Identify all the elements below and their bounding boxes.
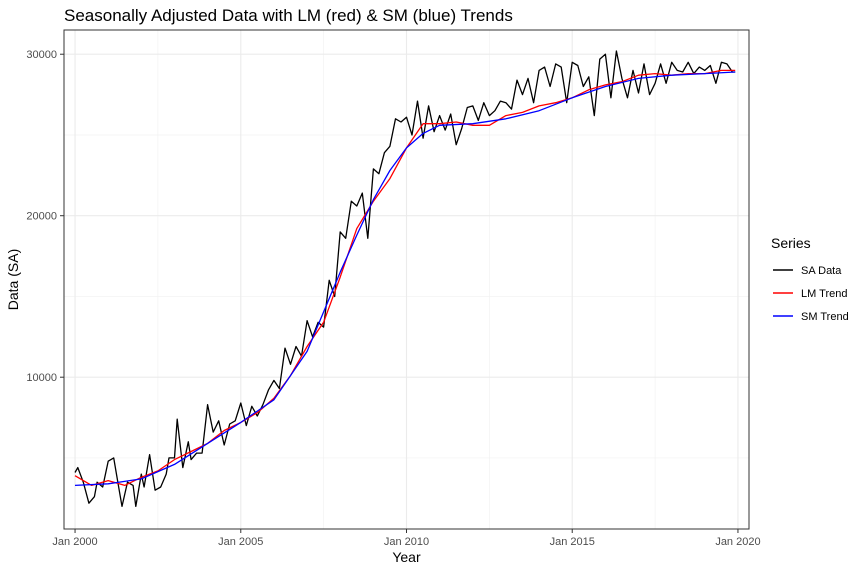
legend-label-sm-trend: SM Trend [801,311,849,323]
legend-title: Series [771,235,811,251]
x-axis: Jan 2000 Jan 2005 Jan 2010 Jan 2015 Jan 2020 [52,529,761,548]
x-tick-label: Jan 2000 [52,536,97,548]
y-axis-title: Data (SA) [5,249,21,310]
legend: Series SA Data LM Trend SM Trend [771,235,849,323]
x-tick-label: Jan 2015 [550,536,595,548]
sa-data-line [74,50,736,508]
series-layer [74,50,736,508]
legend-entries: SA Data LM Trend SM Trend [773,265,849,323]
x-tick-label: Jan 2005 [218,536,263,548]
legend-label-sa-data: SA Data [801,265,842,277]
y-axis: 10000 20000 30000 [26,49,64,384]
x-tick-label: Jan 2010 [384,536,429,548]
chart-title: Seasonally Adjusted Data with LM (red) &… [64,6,513,25]
y-tick-label: 20000 [26,211,57,223]
y-tick-label: 30000 [26,49,57,61]
legend-label-lm-trend: LM Trend [801,288,847,300]
y-tick-label: 10000 [26,372,57,384]
sm-trend-line [74,71,736,487]
x-tick-label: Jan 2020 [715,536,760,548]
x-axis-title: Year [392,549,421,565]
major-gridlines [64,30,749,529]
